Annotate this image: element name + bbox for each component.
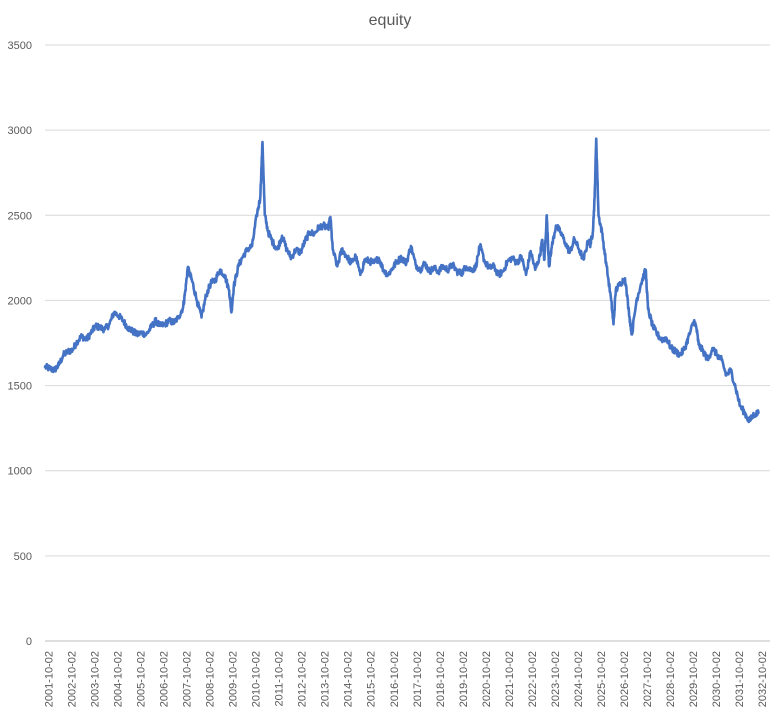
x-tick-label: 2012-10-02 [297,651,309,707]
x-tick-label: 2008-10-02 [205,651,217,707]
x-tick-label: 2030-10-02 [711,651,723,707]
x-tick-label: 2024-10-02 [573,651,585,707]
x-tick-label: 2031-10-02 [734,651,746,707]
x-tick-label: 2017-10-02 [412,651,424,707]
y-axis-tick-labels: 0 500 1000 1500 2000 2500 3000 3500 [8,40,32,648]
y-tick-label: 1500 [8,381,32,393]
x-tick-label: 2027-10-02 [642,651,654,707]
y-tick-label: 2500 [8,210,32,222]
x-tick-label: 2006-10-02 [159,651,171,707]
x-tick-label: 2021-10-02 [504,651,516,707]
y-tick-label: 3500 [8,40,32,52]
y-tick-label: 500 [14,551,32,563]
y-tick-label: 2000 [8,295,32,307]
x-tick-label: 2020-10-02 [481,651,493,707]
x-tick-label: 2029-10-02 [688,651,700,707]
x-tick-label: 2028-10-02 [665,651,677,707]
x-tick-label: 2018-10-02 [435,651,447,707]
x-tick-label: 2001-10-02 [44,651,56,707]
x-tick-label: 2004-10-02 [113,651,125,707]
x-tick-label: 2019-10-02 [458,651,470,707]
y-tick-label: 0 [26,636,32,648]
x-tick-label: 2023-10-02 [550,651,562,707]
x-tick-label: 2011-10-02 [274,651,286,706]
x-tick-label: 2003-10-02 [90,651,102,707]
gridlines [45,44,770,642]
x-tick-label: 2010-10-02 [251,651,263,707]
x-tick-label: 2009-10-02 [228,651,240,707]
equity-series-line [43,137,760,424]
y-tick-label: 3000 [8,125,32,137]
x-tick-label: 2013-10-02 [320,651,332,707]
x-tick-label: 2007-10-02 [182,651,194,707]
x-tick-label: 2016-10-02 [389,651,401,707]
x-tick-label: 2032-10-02 [757,651,769,707]
chart-title: equity [369,12,412,29]
x-axis-tick-labels: 2001-10-02 2002-10-02 2003-10-02 2004-10-02… [44,651,769,707]
x-tick-label: 2014-10-02 [343,651,355,707]
x-tick-label: 2005-10-02 [136,651,148,707]
y-tick-label: 1000 [8,466,32,478]
series-layer [43,137,760,424]
x-tick-label: 2015-10-02 [366,651,378,707]
x-tick-label: 2002-10-02 [67,651,79,707]
x-tick-label: 2022-10-02 [527,651,539,707]
x-tick-label: 2025-10-02 [596,651,608,707]
x-tick-label: 2026-10-02 [619,651,631,707]
